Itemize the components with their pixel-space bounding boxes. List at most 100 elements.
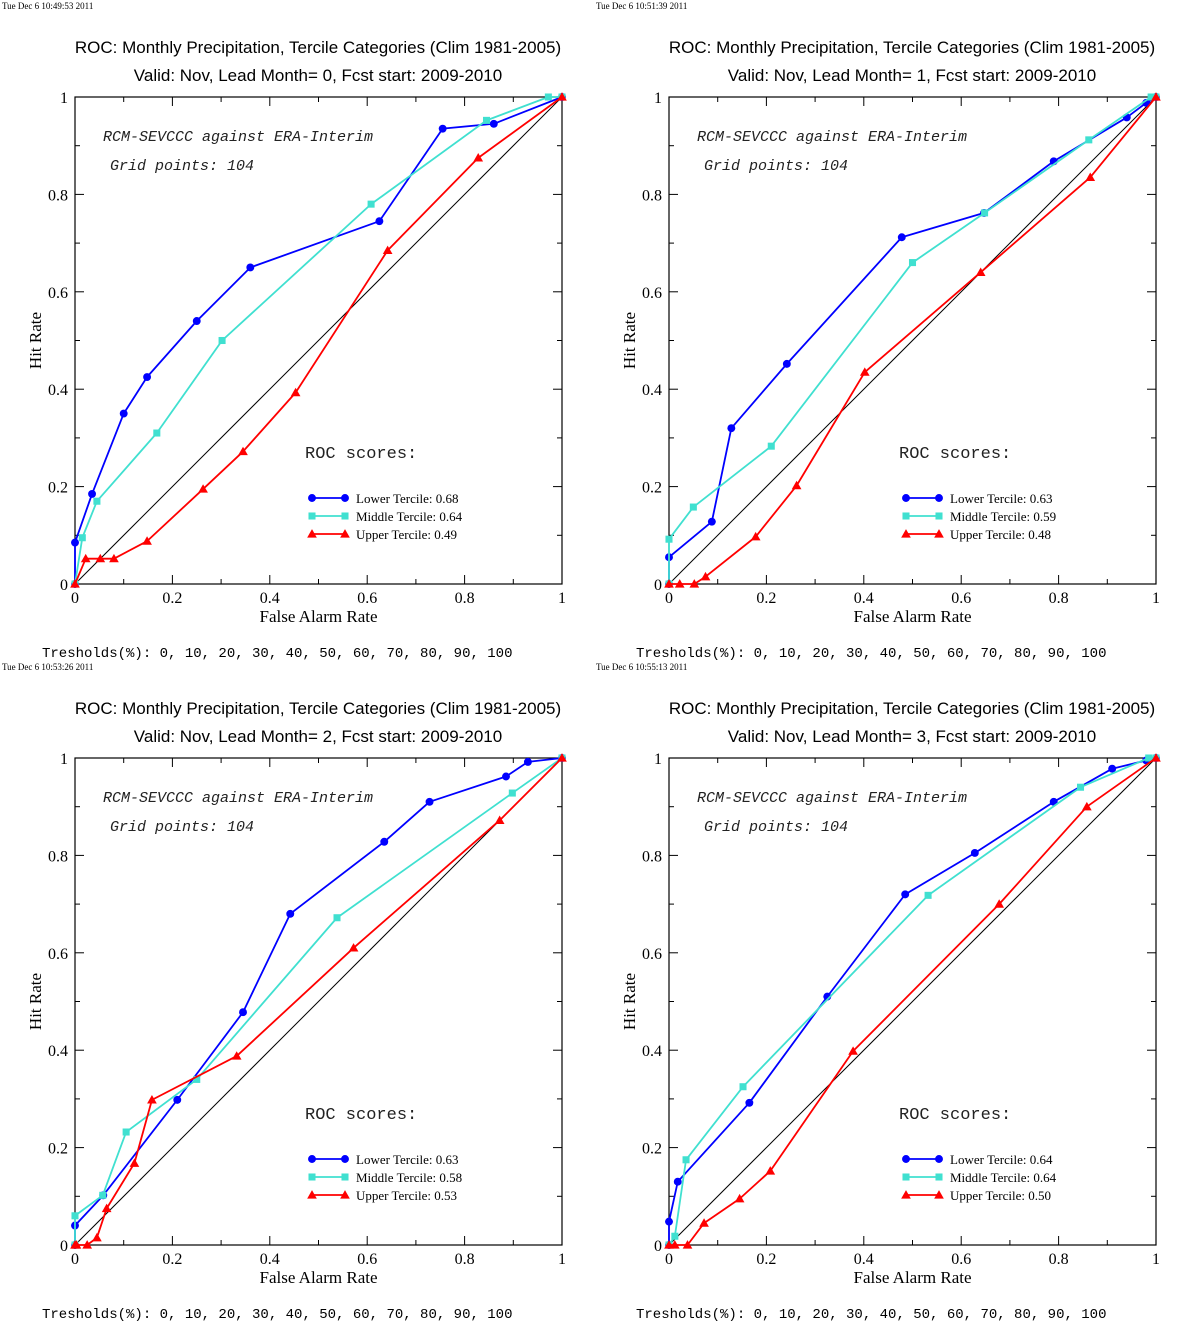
data-point-upper [700,571,711,581]
chart-subtitle: Valid: Nov, Lead Month= 1, Fcst start: 2… [728,66,1096,85]
x-tick-label: 0.8 [455,590,475,607]
thresholds-footer: Tresholds(%): 0, 10, 20, 30, 40, 50, 60,… [636,1307,1106,1322]
legend-label-middle: Middle Tercile: 0.64 [950,1170,1057,1185]
series-line-upper [669,96,1157,585]
data-point-middle [739,1083,747,1091]
data-point-lower [489,119,498,128]
data-point-middle [99,1191,107,1199]
y-tick-label: 0.8 [48,187,68,204]
data-point-middle [1147,93,1155,101]
roc-chart-panel-lead-1: Tue Dec 6 10:51:39 2011 ROC: Monthly Prec… [594,0,1187,661]
x-tick-label: 0.2 [756,590,776,607]
annotation-roc-scores: ROC scores: [899,445,1011,464]
legend-entry-middle: Middle Tercile: 0.59 [902,509,1056,524]
y-tick-label: 0 [654,577,662,594]
legend-label-middle: Middle Tercile: 0.59 [950,509,1056,524]
data-point-upper [975,267,986,276]
y-axis-label: Hit Rate [26,312,45,369]
x-tick-label: 0.6 [951,1251,971,1268]
data-point-upper [80,553,91,563]
legend-label-upper: Upper Tercile: 0.53 [356,1188,457,1203]
series-upper [70,92,567,588]
data-point-lower [897,233,906,242]
y-tick-label: 0.4 [48,382,68,399]
data-point-middle [153,429,161,437]
series-upper [664,753,1161,1249]
data-point-upper [682,1240,693,1249]
circle-marker-icon [935,1155,943,1163]
legend-entry-middle: Middle Tercile: 0.64 [902,1170,1057,1185]
data-point-upper [859,367,870,376]
circle-marker-icon [341,494,349,502]
data-point-upper [689,579,700,588]
series-upper [70,753,567,1249]
legend-label-lower: Lower Tercile: 0.64 [950,1152,1053,1167]
roc-chart-panel-lead-0: Tue Dec 6 10:49:53 2011 ROC: Monthly Prec… [0,0,593,661]
data-point-lower [1108,764,1117,773]
data-point-middle [333,914,341,922]
legend-label-upper: Upper Tercile: 0.49 [356,527,457,542]
data-point-lower [173,1095,182,1104]
data-point-upper [670,1240,680,1249]
triangle-marker-icon [307,529,317,538]
y-tick-label: 0.8 [642,187,662,204]
data-point-lower [438,124,447,133]
data-point-upper [557,753,567,762]
square-marker-icon [341,512,349,520]
triangle-marker-icon [934,1190,944,1199]
circle-marker-icon [341,1155,349,1163]
roc-chart-panel-lead-2: Tue Dec 6 10:53:26 2011 ROC: Monthly Prec… [0,661,593,1322]
data-point-upper [238,446,248,456]
series-lower [665,754,1160,1249]
data-point-upper [473,153,484,162]
data-point-upper [290,387,301,397]
y-tick-label: 1 [60,90,68,107]
x-tick-label: 0.4 [854,590,874,607]
annotation-grid-points: Grid points: 104 [704,819,848,836]
x-tick-label: 0.6 [951,590,971,607]
data-point-upper [95,553,106,563]
data-point-middle [1145,754,1153,762]
x-tick-label: 0.8 [455,1251,475,1268]
roc-chart-lead-1: Tue Dec 6 10:51:39 2011 ROC: Monthly Prec… [596,1,1161,661]
annotation-roc-scores: ROC scores: [305,1106,417,1125]
legend-label-middle: Middle Tercile: 0.64 [356,509,463,524]
data-point-middle [767,442,775,450]
y-tick-label: 0 [60,1238,68,1255]
data-point-lower [745,1098,754,1107]
annotation-grid-points: Grid points: 104 [704,158,848,175]
data-point-middle [78,534,86,542]
data-point-upper [70,579,80,588]
square-marker-icon [902,512,910,520]
timestamp-label: Tue Dec 6 10:51:39 2011 [596,1,687,11]
roc-chart-lead-3: Tue Dec 6 10:55:13 2011 ROC: Monthly Prec… [596,662,1161,1322]
square-marker-icon [308,1173,316,1181]
data-point-upper [348,943,359,952]
x-axis-label: False Alarm Rate [259,607,377,626]
y-tick-label: 0.2 [48,1141,68,1158]
x-tick-label: 0.8 [1049,590,1069,607]
data-point-middle [193,1075,201,1083]
data-point-lower [71,538,79,547]
legend-entry-lower: Lower Tercile: 0.64 [902,1152,1053,1167]
x-axis-label: False Alarm Rate [259,1268,377,1287]
data-point-lower [239,1008,247,1017]
data-point-lower [665,1217,673,1226]
timestamp-label: Tue Dec 6 10:55:13 2011 [596,662,687,672]
annotation-roc-scores: ROC scores: [899,1106,1011,1125]
data-point-middle [218,336,226,345]
data-point-lower [901,890,910,899]
x-tick-label: 0.4 [260,590,280,607]
data-point-upper [765,1166,776,1175]
x-tick-label: 1 [558,590,566,607]
data-point-lower [425,797,434,806]
data-point-upper [92,1232,102,1242]
square-marker-icon [341,1173,349,1181]
thresholds-footer: Tresholds(%): 0, 10, 20, 30, 40, 50, 60,… [42,1307,512,1322]
y-tick-label: 1 [654,90,662,107]
data-point-upper [101,1203,112,1213]
data-point-upper [231,1051,242,1060]
series-line-middle [668,757,1156,1246]
circle-marker-icon [308,1155,316,1163]
annotation-model: RCM-SEVCCC against ERA-Interim [697,129,967,146]
